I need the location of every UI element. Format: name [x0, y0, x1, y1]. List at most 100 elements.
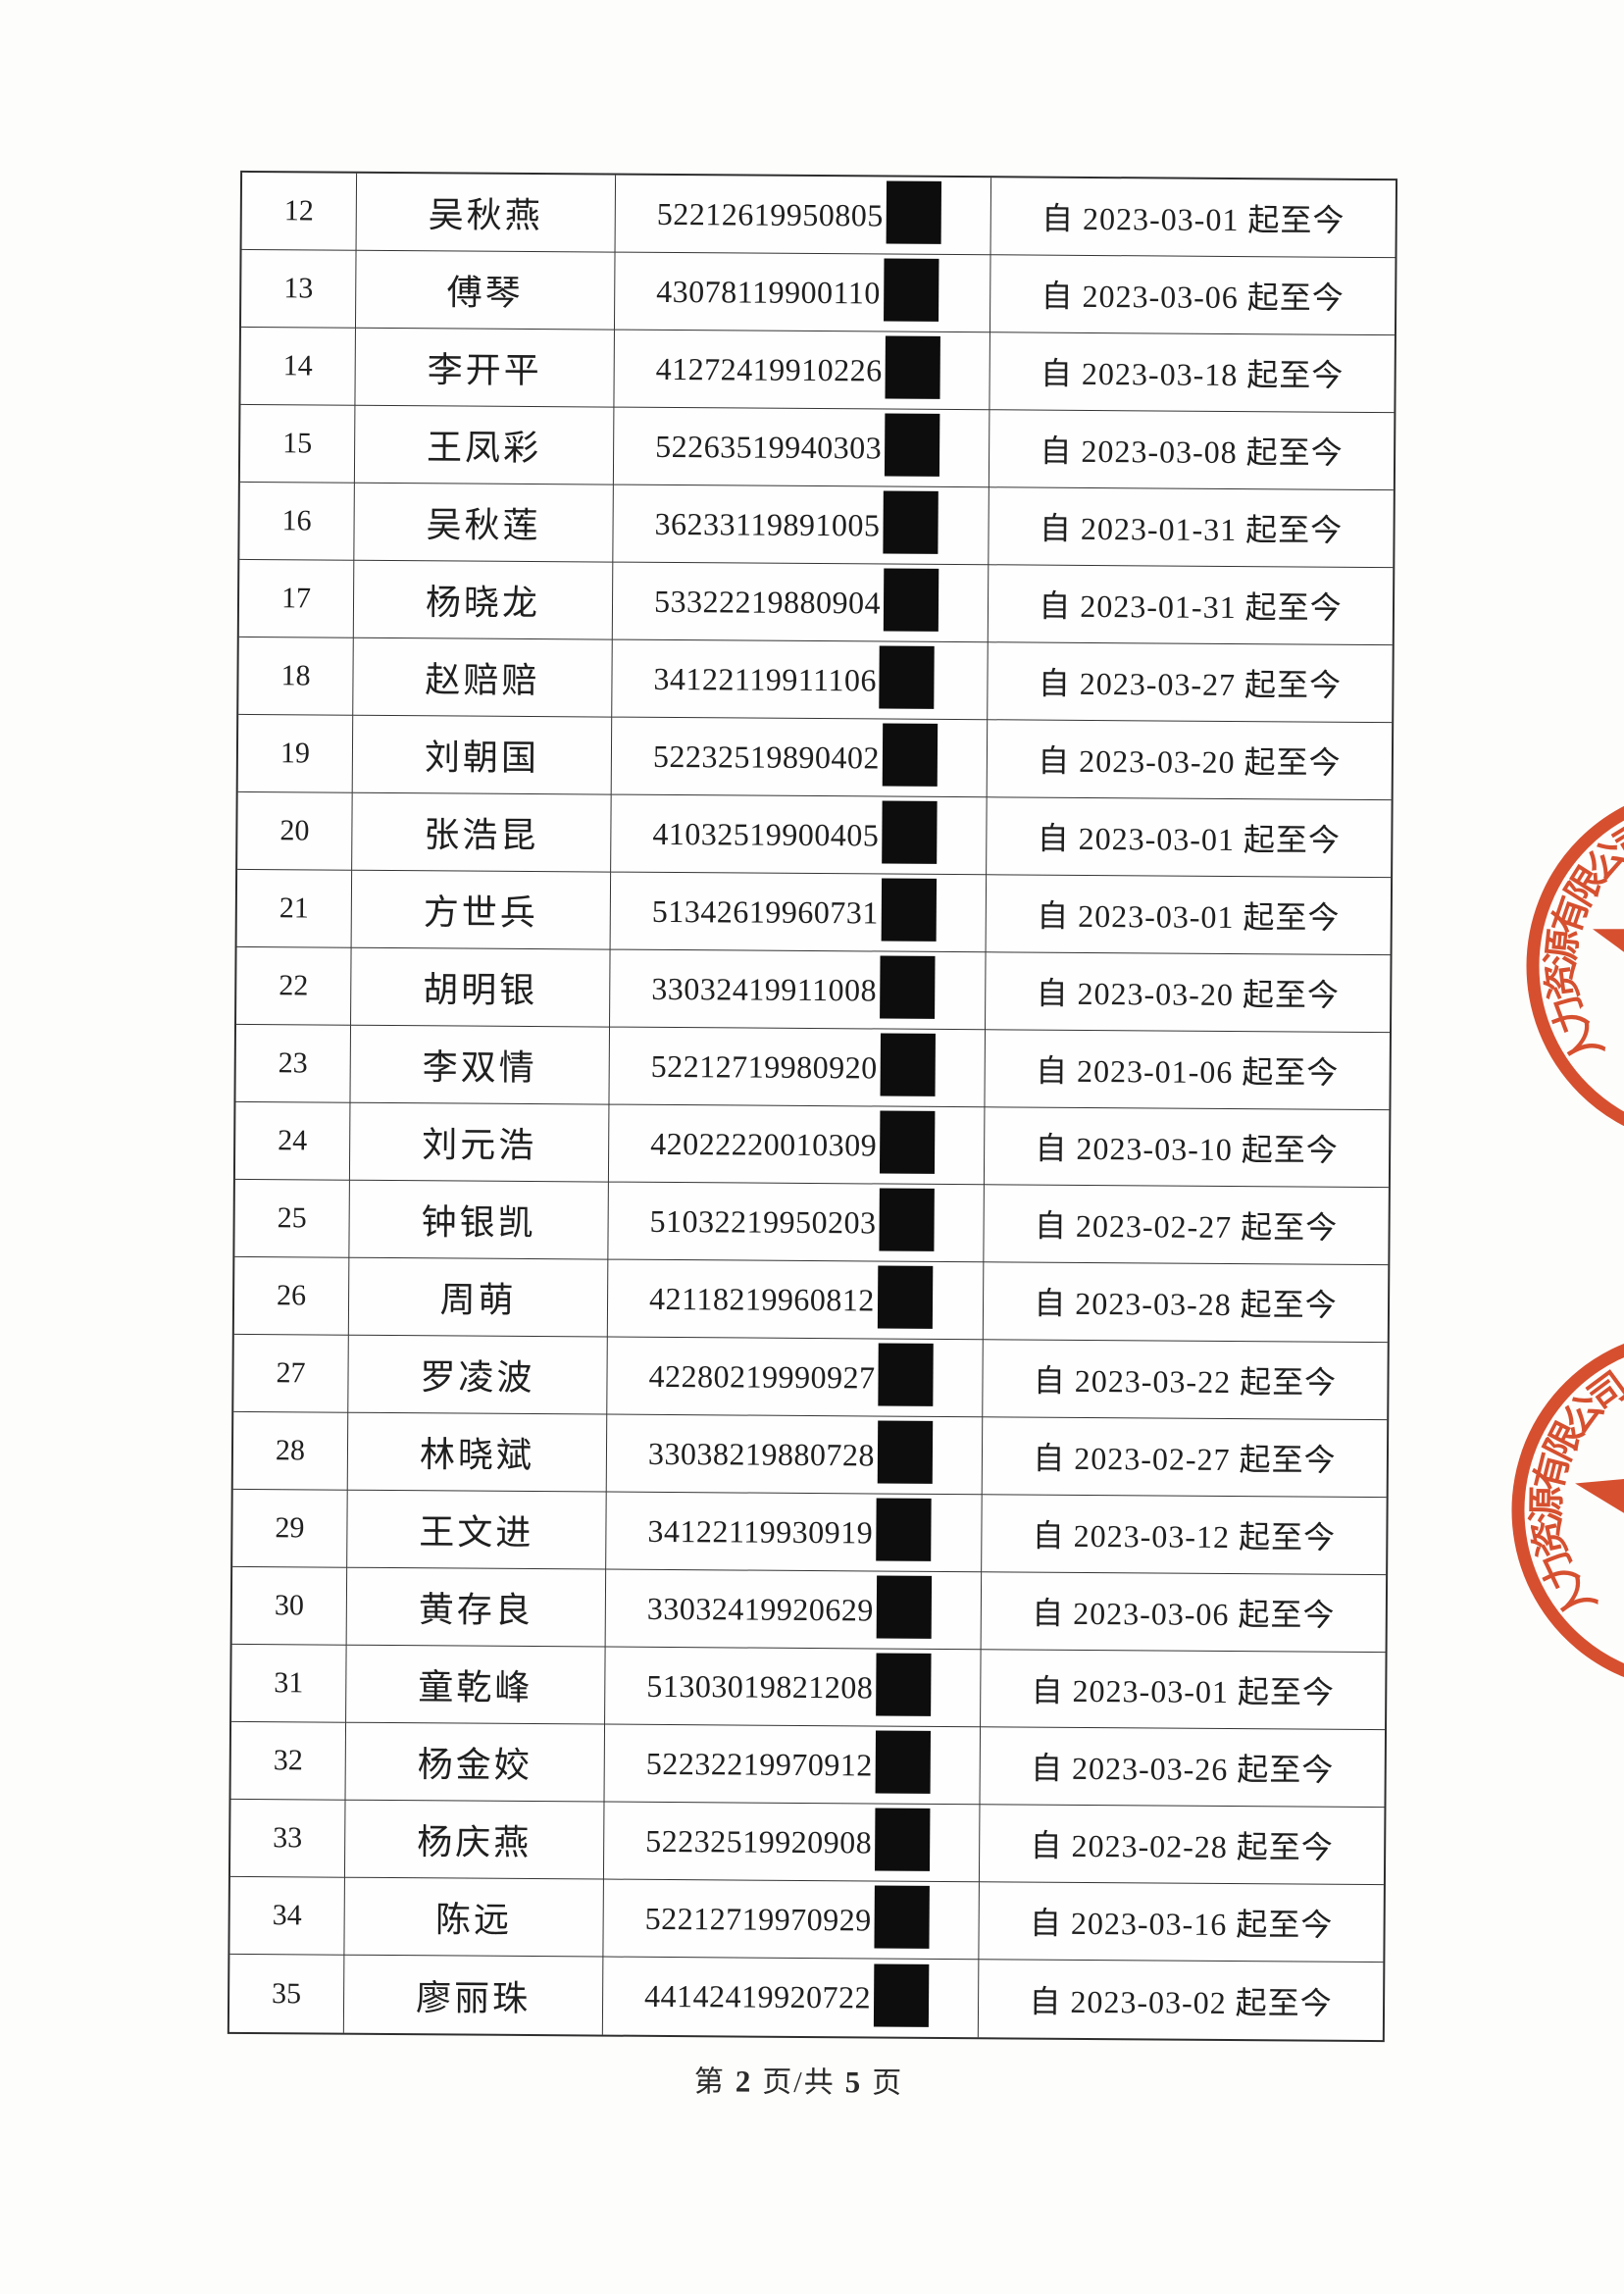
- table-row: 18 赵赔赔 34122119911106 自 2023-03-27 起至今: [238, 637, 1393, 724]
- id-number-cell: 52212719980920: [609, 1027, 986, 1108]
- employment-period-cell: 自 2023-03-01 起至今: [987, 797, 1392, 879]
- table-row: 28 林晓斌 33038219880728 自 2023-02-27 起至今: [232, 1411, 1388, 1499]
- id-number-cell: 36233119891005: [613, 484, 990, 566]
- person-name-cell: 刘元浩: [349, 1102, 610, 1183]
- id-number: 51032219950203: [649, 1202, 877, 1240]
- redaction-box: [873, 1963, 930, 2027]
- employment-period-cell: 自 2023-03-20 起至今: [987, 720, 1393, 801]
- table-row: 27 罗凌波 42280219990927 自 2023-03-22 起至今: [233, 1334, 1388, 1421]
- redaction-box: [885, 335, 940, 399]
- employment-period-cell: 自 2023-03-01 起至今: [986, 875, 1392, 956]
- row-number-cell: 21: [236, 869, 353, 948]
- id-number: 52212719970929: [644, 1900, 872, 1937]
- id-number-cell: 41272419910226: [614, 330, 990, 411]
- id-number-cell: 52232519890402: [611, 717, 989, 798]
- table-row: 19 刘朝国 52232519890402 自 2023-03-20 起至今: [237, 714, 1393, 801]
- id-number: 33032419920629: [646, 1590, 874, 1627]
- row-number-cell: 25: [234, 1179, 350, 1258]
- employment-period-cell: 自 2023-02-27 起至今: [982, 1417, 1388, 1499]
- person-name-cell: 吴秋莲: [354, 483, 614, 563]
- table-row: 31 童乾峰 51303019821208 自 2023-03-01 起至今: [231, 1644, 1386, 1731]
- person-name-cell: 李开平: [355, 328, 615, 408]
- person-name-cell: 童乾峰: [346, 1645, 606, 1725]
- id-number-cell: 52212719970929: [603, 1879, 980, 1961]
- row-number-cell: 26: [233, 1256, 350, 1336]
- table-row: 32 杨金姣 52232219970912 自 2023-03-26 起至今: [230, 1721, 1386, 1809]
- id-number: 36233119891005: [654, 505, 881, 542]
- redaction-box: [879, 1110, 936, 1174]
- id-number-cell: 33038219880728: [606, 1414, 984, 1496]
- employment-period-cell: 自 2023-03-12 起至今: [982, 1495, 1387, 1576]
- person-name-cell: 王凤彩: [354, 405, 615, 485]
- redaction-box: [875, 1808, 931, 1871]
- person-name-cell: 杨庆燕: [344, 1800, 605, 1880]
- employment-period-cell: 自 2023-03-26 起至今: [980, 1727, 1386, 1809]
- id-number-cell: 33032419920629: [605, 1569, 983, 1651]
- id-number: 41272419910226: [655, 350, 883, 387]
- redaction-box: [884, 413, 940, 477]
- table-row: 33 杨庆燕 52232519920908 自 2023-02-28 起至今: [229, 1799, 1385, 1886]
- person-name-cell: 吴秋燕: [356, 173, 617, 253]
- employment-period-cell: 自 2023-03-18 起至今: [990, 332, 1395, 414]
- redaction-box: [883, 568, 939, 632]
- row-number-cell: 29: [232, 1489, 348, 1568]
- redaction-box: [877, 1420, 934, 1484]
- id-number: 52232219970912: [645, 1745, 873, 1782]
- id-number-cell: 43078119900110: [614, 252, 991, 333]
- table-row: 25 钟银凯 51032219950203 自 2023-02-27 起至今: [234, 1179, 1389, 1266]
- row-number-cell: 28: [232, 1411, 349, 1491]
- redaction-box: [879, 955, 936, 1019]
- redaction-box: [876, 1653, 932, 1716]
- person-name-cell: 罗凌波: [348, 1335, 608, 1415]
- table-row: 20 张浩昆 41032519900405 自 2023-03-01 起至今: [237, 791, 1392, 879]
- row-number-cell: 14: [240, 327, 356, 406]
- id-number-cell: 51032219950203: [608, 1182, 985, 1263]
- redaction-box: [879, 1188, 935, 1251]
- row-number-cell: 17: [238, 559, 355, 638]
- id-number: 52263519940303: [655, 428, 883, 465]
- id-number: 52232519890402: [652, 738, 881, 775]
- id-number-cell: 41032519900405: [611, 794, 988, 876]
- personnel-roster-table: 12 吴秋燕 52212619950805 自 2023-03-01 起至今 1…: [227, 170, 1398, 2043]
- footer-suffix: 页: [872, 2066, 904, 2100]
- employment-period-cell: 自 2023-03-08 起至今: [989, 410, 1395, 491]
- id-number-cell: 42118219960812: [607, 1259, 985, 1341]
- footer-prefix: 第: [693, 2065, 726, 2099]
- page-footer: 第 2 页/共 5 页: [0, 2052, 1611, 2107]
- employment-period-cell: 自 2023-03-01 起至今: [981, 1650, 1386, 1731]
- redaction-box: [875, 1730, 932, 1794]
- redaction-box: [883, 258, 939, 322]
- row-number-cell: 23: [235, 1024, 352, 1103]
- table-row: 17 杨晓龙 53322219880904 自 2023-01-31 起至今: [238, 559, 1394, 646]
- row-number-cell: 34: [229, 1876, 345, 1956]
- row-number-cell: 33: [229, 1799, 346, 1878]
- id-number: 41032519900405: [652, 815, 880, 852]
- redaction-box: [886, 180, 942, 244]
- redaction-box: [877, 1265, 934, 1329]
- redaction-box: [879, 645, 936, 709]
- row-number-cell: 22: [236, 946, 352, 1026]
- table-row: 35 廖丽珠 44142419920722 自 2023-03-02 起至今: [228, 1954, 1384, 2040]
- person-name-cell: 赵赔赔: [353, 637, 613, 718]
- id-number: 42022220010309: [650, 1125, 878, 1162]
- id-number: 52212619950805: [656, 195, 884, 232]
- person-name-cell: 钟银凯: [349, 1180, 609, 1260]
- person-name-cell: 陈远: [344, 1877, 604, 1958]
- employment-period-cell: 自 2023-03-22 起至今: [983, 1340, 1388, 1421]
- row-number-cell: 32: [230, 1721, 347, 1801]
- id-number: 42118219960812: [648, 1280, 876, 1317]
- person-name-cell: 杨晓龙: [353, 560, 614, 640]
- redaction-box: [874, 1885, 930, 1949]
- footer-total-pages: 5: [844, 2065, 863, 2100]
- id-number: 43078119900110: [656, 273, 881, 310]
- id-number-cell: 44142419920722: [602, 1957, 980, 2038]
- id-number-cell: 42280219990927: [607, 1337, 984, 1418]
- person-name-cell: 傅琴: [355, 250, 616, 331]
- employment-period-cell: 自 2023-01-31 起至今: [988, 565, 1394, 646]
- redaction-box: [880, 1033, 936, 1096]
- id-number-cell: 34122119930919: [606, 1492, 983, 1573]
- id-number: 42280219990927: [648, 1357, 876, 1395]
- redaction-box: [882, 800, 938, 864]
- employment-period-cell: 自 2023-03-16 起至今: [979, 1882, 1384, 1963]
